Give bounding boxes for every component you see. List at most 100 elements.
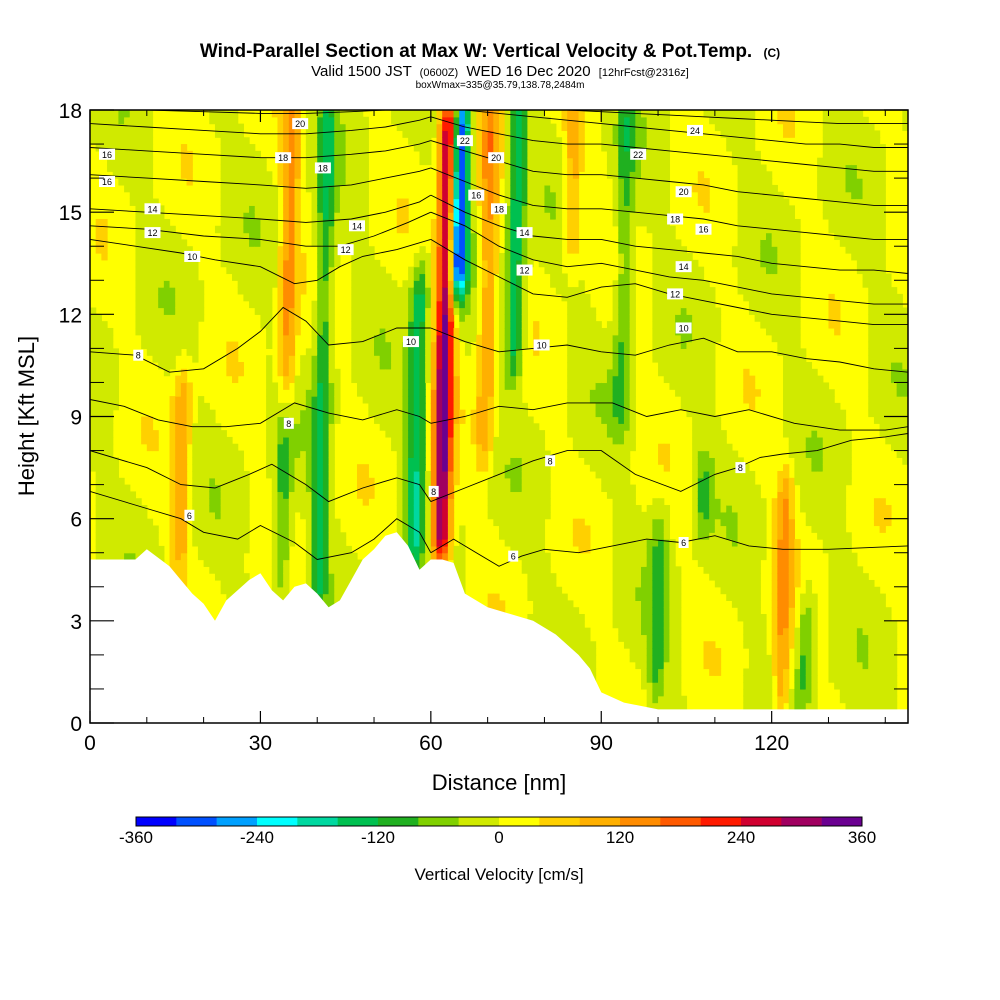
- w-cell: [112, 484, 119, 493]
- w-cell: [356, 116, 364, 125]
- w-cell: [146, 198, 154, 206]
- w-cell: [146, 212, 154, 220]
- w-cell: [266, 443, 273, 452]
- w-cell: [135, 232, 142, 241]
- w-cell: [396, 409, 404, 418]
- w-cell: [572, 300, 580, 309]
- w-cell: [186, 334, 193, 343]
- w-cell: [521, 314, 528, 322]
- w-cell: [277, 593, 284, 601]
- w-cell: [266, 362, 273, 370]
- w-cell: [322, 566, 330, 574]
- w-cell: [413, 491, 421, 499]
- w-cell: [328, 280, 335, 288]
- w-cell: [283, 368, 290, 377]
- w-cell: [158, 280, 165, 288]
- w-cell: [124, 130, 131, 138]
- w-cell: [339, 116, 347, 125]
- w-cell: [266, 396, 273, 404]
- w-cell: [453, 178, 460, 186]
- w-cell: [572, 212, 580, 220]
- w-cell: [453, 443, 460, 452]
- w-cell: [589, 362, 597, 370]
- w-cell: [442, 110, 449, 118]
- w-cell: [226, 362, 233, 370]
- w-cell: [425, 287, 432, 295]
- w-cell: [328, 184, 335, 193]
- w-cell: [180, 293, 188, 302]
- w-cell: [311, 198, 318, 206]
- w-cell: [504, 307, 511, 315]
- w-cell: [572, 293, 580, 302]
- w-cell: [101, 470, 108, 479]
- w-cell: [294, 402, 301, 411]
- w-cell: [510, 314, 517, 322]
- w-cell: [334, 246, 341, 254]
- w-cell: [584, 327, 591, 336]
- w-cell: [516, 307, 523, 315]
- w-cell: [101, 545, 108, 554]
- w-cell: [538, 600, 546, 608]
- w-cell: [567, 225, 574, 234]
- w-cell: [186, 178, 193, 186]
- w-cell: [533, 184, 540, 193]
- w-cell: [266, 416, 273, 424]
- w-cell: [538, 620, 546, 629]
- w-cell: [232, 579, 239, 588]
- w-cell: [180, 532, 188, 540]
- w-cell: [419, 368, 426, 377]
- w-cell: [243, 178, 250, 186]
- w-cell: [436, 273, 443, 281]
- w-cell: [499, 525, 506, 533]
- w-cell: [95, 409, 102, 418]
- w-cell: [464, 280, 472, 288]
- w-cell: [430, 382, 438, 390]
- w-cell: [368, 362, 375, 370]
- w-cell: [567, 314, 574, 322]
- w-cell: [305, 525, 313, 533]
- w-cell: [294, 382, 301, 390]
- w-cell: [408, 457, 415, 465]
- w-cell: [300, 409, 307, 418]
- w-cell: [521, 545, 528, 554]
- w-cell: [402, 368, 409, 377]
- w-cell: [584, 355, 591, 363]
- w-cell: [396, 341, 404, 349]
- w-cell: [271, 430, 279, 438]
- w-cell: [419, 259, 426, 268]
- w-cell: [101, 321, 108, 329]
- w-cell: [339, 239, 347, 247]
- w-cell: [311, 239, 318, 247]
- w-cell: [413, 498, 421, 506]
- w-cell: [521, 416, 528, 424]
- w-cell: [521, 450, 528, 458]
- w-cell: [504, 273, 511, 281]
- w-cell: [95, 341, 102, 349]
- w-cell: [334, 225, 341, 234]
- w-cell: [521, 300, 528, 309]
- w-cell: [249, 273, 256, 281]
- w-cell: [516, 273, 523, 281]
- w-cell: [311, 450, 318, 458]
- w-cell: [311, 137, 318, 145]
- w-cell: [521, 130, 528, 138]
- w-cell: [277, 253, 284, 261]
- w-cell: [578, 654, 585, 663]
- w-cell: [266, 382, 273, 390]
- w-cell: [328, 246, 335, 254]
- w-cell: [294, 300, 301, 309]
- w-cell: [209, 498, 216, 506]
- w-cell: [277, 368, 284, 377]
- w-cell: [436, 341, 443, 349]
- w-cell: [118, 178, 125, 186]
- w-cell: [436, 382, 443, 390]
- w-cell: [339, 123, 347, 132]
- w-cell: [226, 116, 233, 125]
- w-cell: [322, 375, 330, 384]
- w-cell: [584, 450, 591, 458]
- w-cell: [481, 334, 489, 343]
- w-cell: [368, 348, 375, 356]
- w-cell: [476, 375, 483, 384]
- w-cell: [209, 518, 216, 527]
- w-cell: [141, 150, 148, 159]
